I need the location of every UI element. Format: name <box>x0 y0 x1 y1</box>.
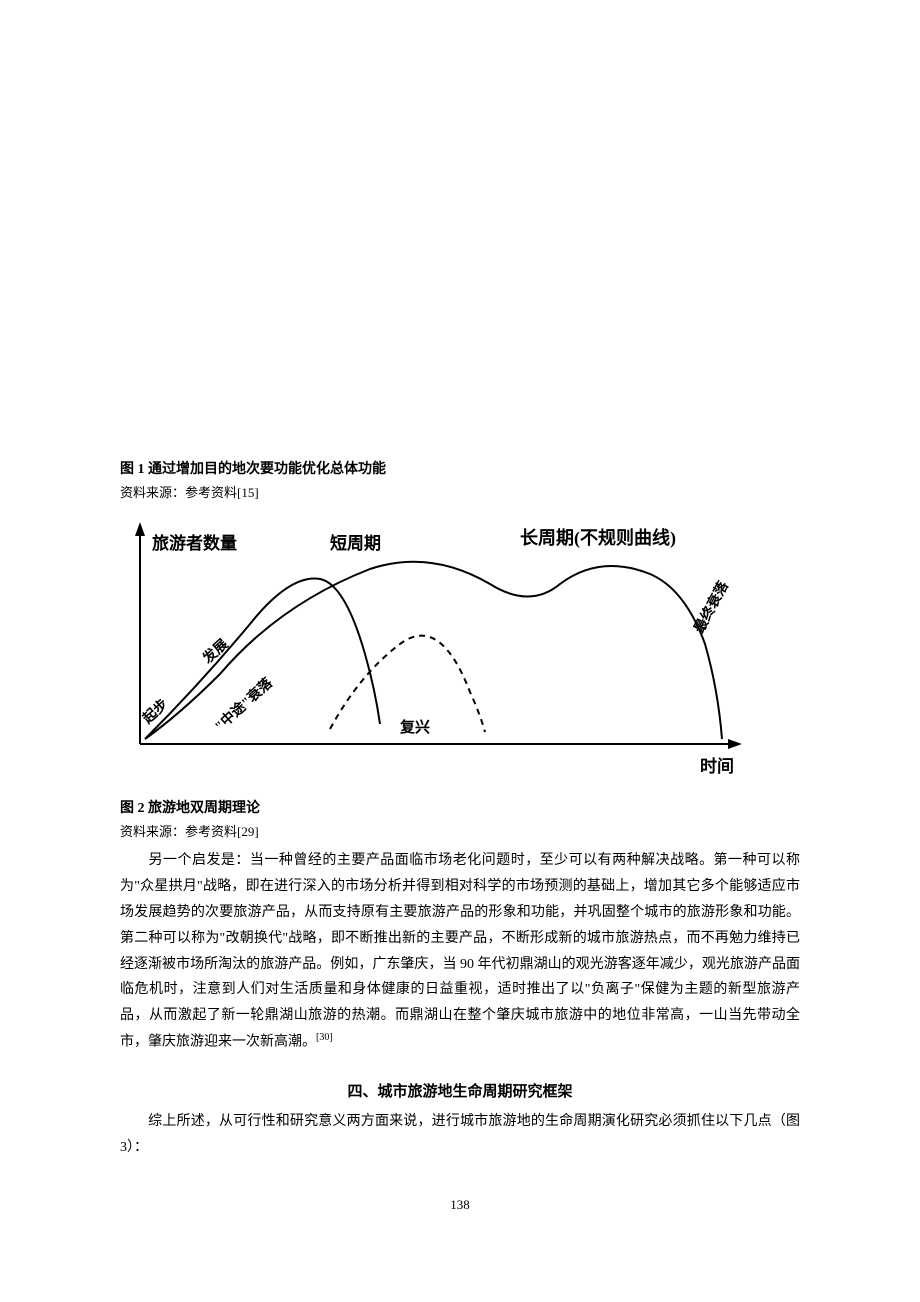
citation-30: [30] <box>316 1032 333 1043</box>
figure2-diagram: 旅游者数量 短周期 长周期(不规则曲线) 时间 起步 发展 "中途"衰落 复兴 … <box>120 509 760 789</box>
x-axis-label: 时间 <box>700 756 734 776</box>
long-cycle-label: 长周期(不规则曲线) <box>520 527 676 549</box>
x-axis-arrow <box>728 739 742 749</box>
mid-decline-label: "中途"衰落 <box>211 674 276 735</box>
short-cycle-dashed-curve <box>330 636 485 732</box>
section4-heading: 四、城市旅游地生命周期研究框架 <box>120 1080 800 1101</box>
section4-paragraph: 综上所述，从可行性和研究意义两方面来说，进行城市旅游地的生命周期演化研究必须抓住… <box>120 1109 800 1161</box>
y-axis-arrow <box>135 522 145 536</box>
dual-cycle-chart: 旅游者数量 短周期 长周期(不规则曲线) 时间 起步 发展 "中途"衰落 复兴 … <box>120 509 760 789</box>
paragraph-strategy: 另一个启发是：当一种曾经的主要产品面临市场老化问题时，至少可以有两种解决战略。第… <box>120 848 800 1056</box>
figure2-caption: 图 2 旅游地双周期理论 <box>120 797 800 817</box>
figure1-caption: 图 1 通过增加目的地次要功能优化总体功能 <box>120 458 800 478</box>
page-number: 138 <box>120 1197 800 1213</box>
section4-text: 综上所述，从可行性和研究意义两方面来说，进行城市旅游地的生命周期演化研究必须抓住… <box>120 1114 800 1155</box>
figure2-source: 资料来源：参考资料[29] <box>120 821 800 840</box>
figure1-source: 资料来源：参考资料[15] <box>120 482 800 501</box>
final-decline-label: 最终衰落 <box>691 578 733 636</box>
y-axis-label: 旅游者数量 <box>152 533 237 553</box>
develop-label: 发展 <box>199 636 232 668</box>
paragraph1-text: 另一个启发是：当一种曾经的主要产品面临市场老化问题时，至少可以有两种解决战略。第… <box>120 853 800 1050</box>
figure1-image-placeholder <box>120 60 800 450</box>
revival-label: 复兴 <box>399 718 430 736</box>
short-cycle-label: 短周期 <box>330 533 381 553</box>
short-cycle-solid-curve <box>145 579 380 739</box>
